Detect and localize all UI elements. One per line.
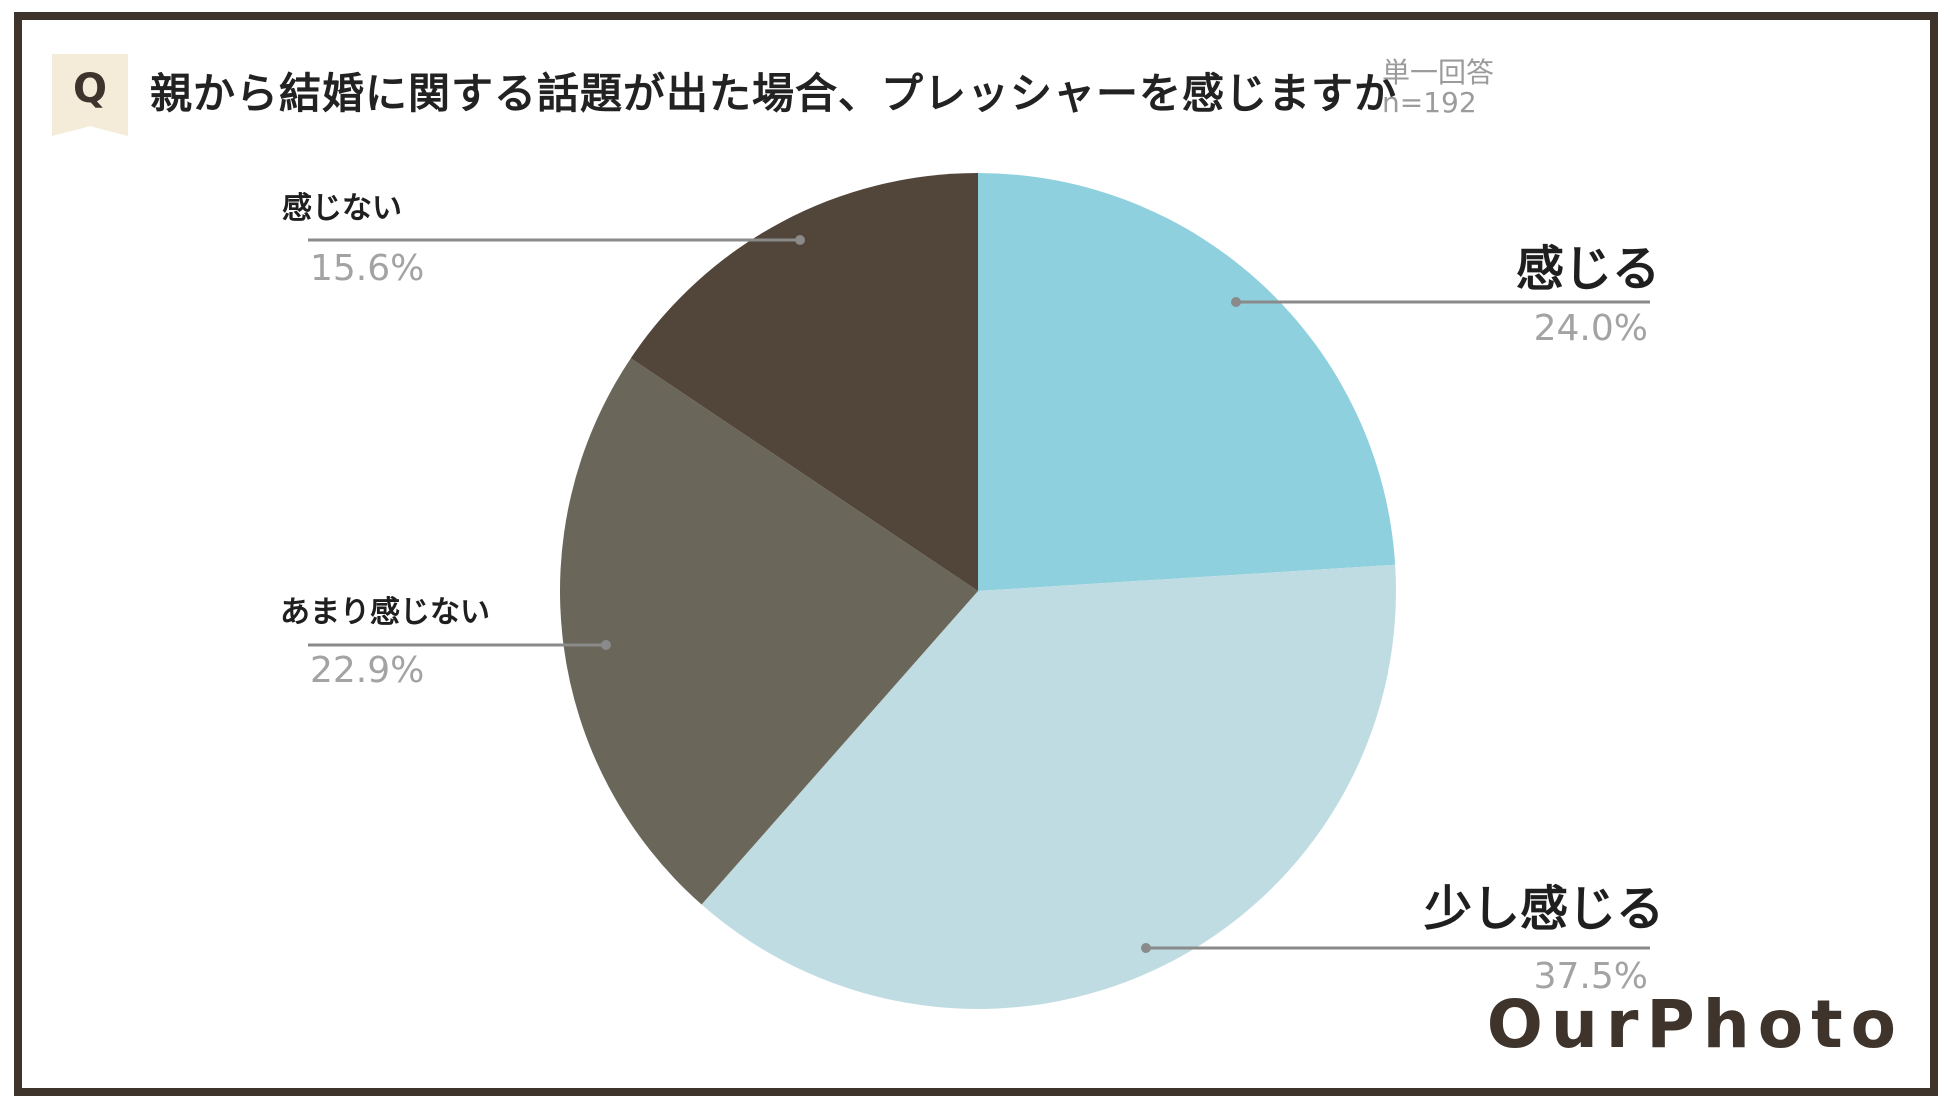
pie-slice-kanjiru [978,173,1396,591]
pie-slice-sukoshi-kanjiru [701,564,1396,1009]
leader-dot-kanjiru [1231,297,1241,307]
pie-label-group-sukoshi-kanjiru: 少し感じる 37.5% [1141,881,1664,997]
pie-label-group-amari-kanjinai: あまり感じない 22.9% [280,595,611,691]
leader-dot-kanjinai [795,235,805,245]
value-label-kanjiru: 24.0% [1534,308,1648,349]
value-label-amari-kanjinai: 22.9% [310,650,424,691]
category-label-amari-kanjinai: あまり感じない [280,595,490,630]
question-badge: Q [52,54,128,136]
leader-dot-sukoshi-kanjiru [1141,943,1151,953]
category-label-sukoshi-kanjiru: 少し感じる [1424,881,1664,937]
pie-slice-kanjinai [630,173,978,591]
value-label-kanjinai: 15.6% [310,248,424,289]
pie-label-group-kanjinai: 感じない 15.6% [282,191,805,289]
question-title: 親から結婚に関する話題が出た場合、プレッシャーを感じますか [150,69,1398,118]
pie-slice-amari-kanjinai [559,358,978,905]
ourphoto-logo: OurPhoto [1486,986,1904,1063]
leader-dot-amari-kanjinai [601,640,611,650]
sample-size-label: n=192 [1382,86,1477,119]
category-label-kanjinai: 感じない [282,191,402,226]
category-label-kanjiru: 感じる [1516,241,1660,297]
value-label-sukoshi-kanjiru: 37.5% [1534,956,1648,997]
survey-meta: 単一回答 n=192 [1382,58,1494,118]
pie-label-group-kanjiru: 感じる 24.0% [1231,241,1660,349]
question-badge-letter: Q [72,66,107,112]
answer-type-label: 単一回答 [1382,56,1495,89]
